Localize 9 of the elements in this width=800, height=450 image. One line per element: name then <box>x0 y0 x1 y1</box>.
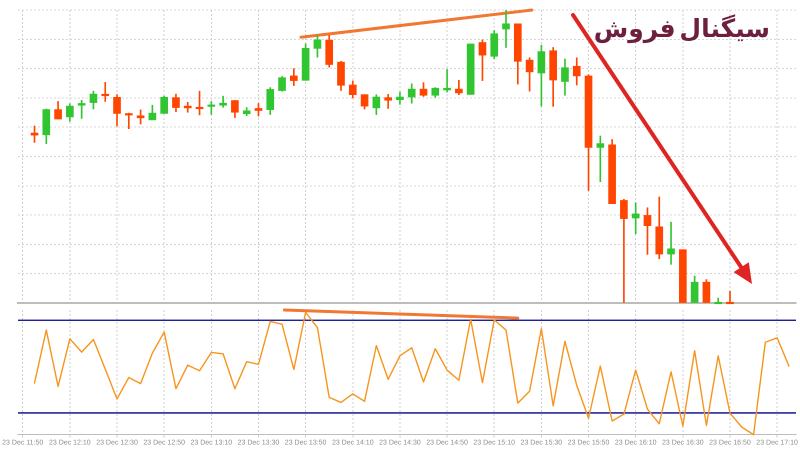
candlestick <box>644 207 652 255</box>
candlestick <box>443 69 451 92</box>
candlestick <box>667 222 675 265</box>
annotation: سیگنال فروش <box>594 14 770 44</box>
candlestick <box>726 290 734 304</box>
candlestick <box>30 126 38 143</box>
candlestick <box>502 10 510 48</box>
candlestick <box>196 90 204 116</box>
candlestick <box>254 103 262 116</box>
